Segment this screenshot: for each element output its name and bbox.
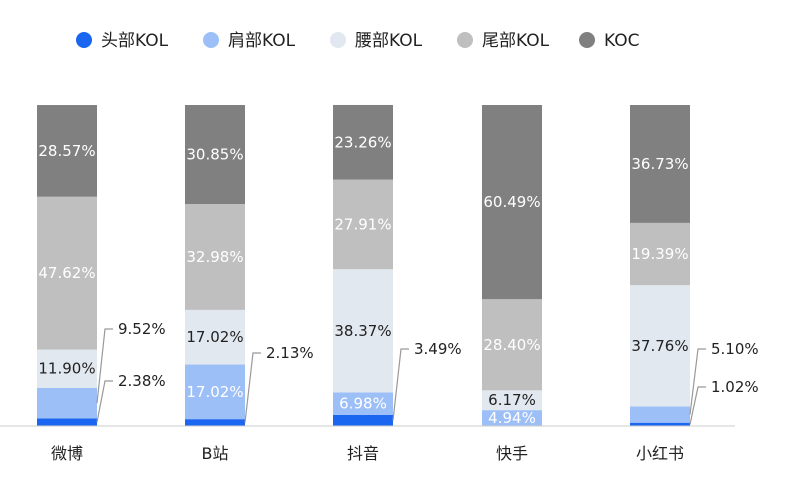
bar-segment xyxy=(333,179,393,270)
data-label: 6.98% xyxy=(339,395,387,413)
data-label: 17.02% xyxy=(186,328,243,346)
callout-leader-line xyxy=(689,348,706,415)
callout-leader-line xyxy=(244,352,261,423)
bar-stack xyxy=(482,105,542,426)
callout-leader-line xyxy=(96,328,113,404)
callout-leader-line xyxy=(689,386,706,425)
legend-swatch xyxy=(457,32,473,48)
callout-data-label: 1.02% xyxy=(711,378,759,396)
legend-label: 肩部KOL xyxy=(228,31,296,51)
data-label: 4.94% xyxy=(488,409,536,427)
legend-label: KOC xyxy=(604,31,639,51)
bar-segment xyxy=(333,392,393,415)
legend-swatch xyxy=(203,32,219,48)
bar-segment xyxy=(630,422,690,426)
bar-segment xyxy=(630,406,690,423)
callout-labels: 2.38% 9.52% 2.13% 3.49% 1.02% 5.10% xyxy=(96,320,759,425)
bar-segment xyxy=(185,419,245,426)
bar-segment xyxy=(630,222,690,286)
bar-segment xyxy=(185,364,245,420)
callout-data-label: 9.52% xyxy=(118,320,166,338)
data-label: 23.26% xyxy=(334,133,391,151)
bar-segment xyxy=(185,309,245,365)
data-label: 28.57% xyxy=(38,142,95,160)
category-tick-label: B站 xyxy=(202,444,229,463)
data-label: 32.98% xyxy=(186,248,243,266)
data-label: 47.62% xyxy=(38,264,95,282)
data-label: 30.85% xyxy=(186,146,243,164)
category-tick-label: 微博 xyxy=(51,444,83,463)
legend-swatch xyxy=(330,32,346,48)
bar-segment xyxy=(630,285,690,407)
bar-segment xyxy=(333,104,393,180)
callout-data-label: 2.13% xyxy=(266,344,314,362)
callout-data-label: 2.38% xyxy=(118,372,166,390)
bar-segment xyxy=(37,105,97,197)
legend: 头部KOL 肩部KOL 腰部KOL 尾部KOL KOC xyxy=(76,31,639,51)
callout-leader-line xyxy=(96,380,113,423)
data-label: 36.73% xyxy=(631,155,688,173)
bar-segment xyxy=(37,387,97,419)
bar-segment xyxy=(37,196,97,350)
callout-leader-line xyxy=(392,348,409,421)
data-label: 6.17% xyxy=(488,391,536,409)
legend-swatch xyxy=(76,32,92,48)
data-label: 60.49% xyxy=(483,193,540,211)
bar-stack xyxy=(630,105,690,426)
category-tick-label: 快手 xyxy=(496,444,528,463)
bar-segment xyxy=(630,105,690,223)
category-tick-label: 抖音 xyxy=(347,444,379,463)
legend-label: 尾部KOL xyxy=(482,31,550,51)
bar-segment xyxy=(482,410,542,426)
callout-data-label: 5.10% xyxy=(711,340,759,358)
bars: 11.90% 47.62% 28.57% 17.02% 17.02% 32.98% 30.8… xyxy=(37,104,690,427)
bar-stack xyxy=(37,105,97,426)
legend-label: 头部KOL xyxy=(101,31,169,51)
bar-segment xyxy=(482,299,542,391)
category-labels: 微博 B站 抖音 快手 小红书 xyxy=(51,444,684,463)
bar-segment xyxy=(37,349,97,388)
bar-segment xyxy=(185,105,245,205)
legend-swatch xyxy=(579,32,595,48)
data-label: 19.39% xyxy=(631,245,688,263)
bar-segment xyxy=(482,105,542,300)
data-label: 37.76% xyxy=(631,337,688,355)
bar-segment xyxy=(333,414,393,426)
legend-label: 腰部KOL xyxy=(355,31,423,51)
bar-segment xyxy=(37,418,97,426)
data-label: 17.02% xyxy=(186,383,243,401)
bar-stack xyxy=(333,104,393,426)
data-label: 28.40% xyxy=(483,336,540,354)
data-label: 11.90% xyxy=(38,360,95,378)
data-label: 38.37% xyxy=(334,322,391,340)
callout-data-label: 3.49% xyxy=(414,340,462,358)
category-tick-label: 小红书 xyxy=(636,444,684,463)
bar-segment xyxy=(482,390,542,411)
bar-segment xyxy=(333,269,393,393)
bar-stack xyxy=(185,105,245,426)
bar-segment xyxy=(185,204,245,310)
data-label: 27.91% xyxy=(334,215,391,233)
